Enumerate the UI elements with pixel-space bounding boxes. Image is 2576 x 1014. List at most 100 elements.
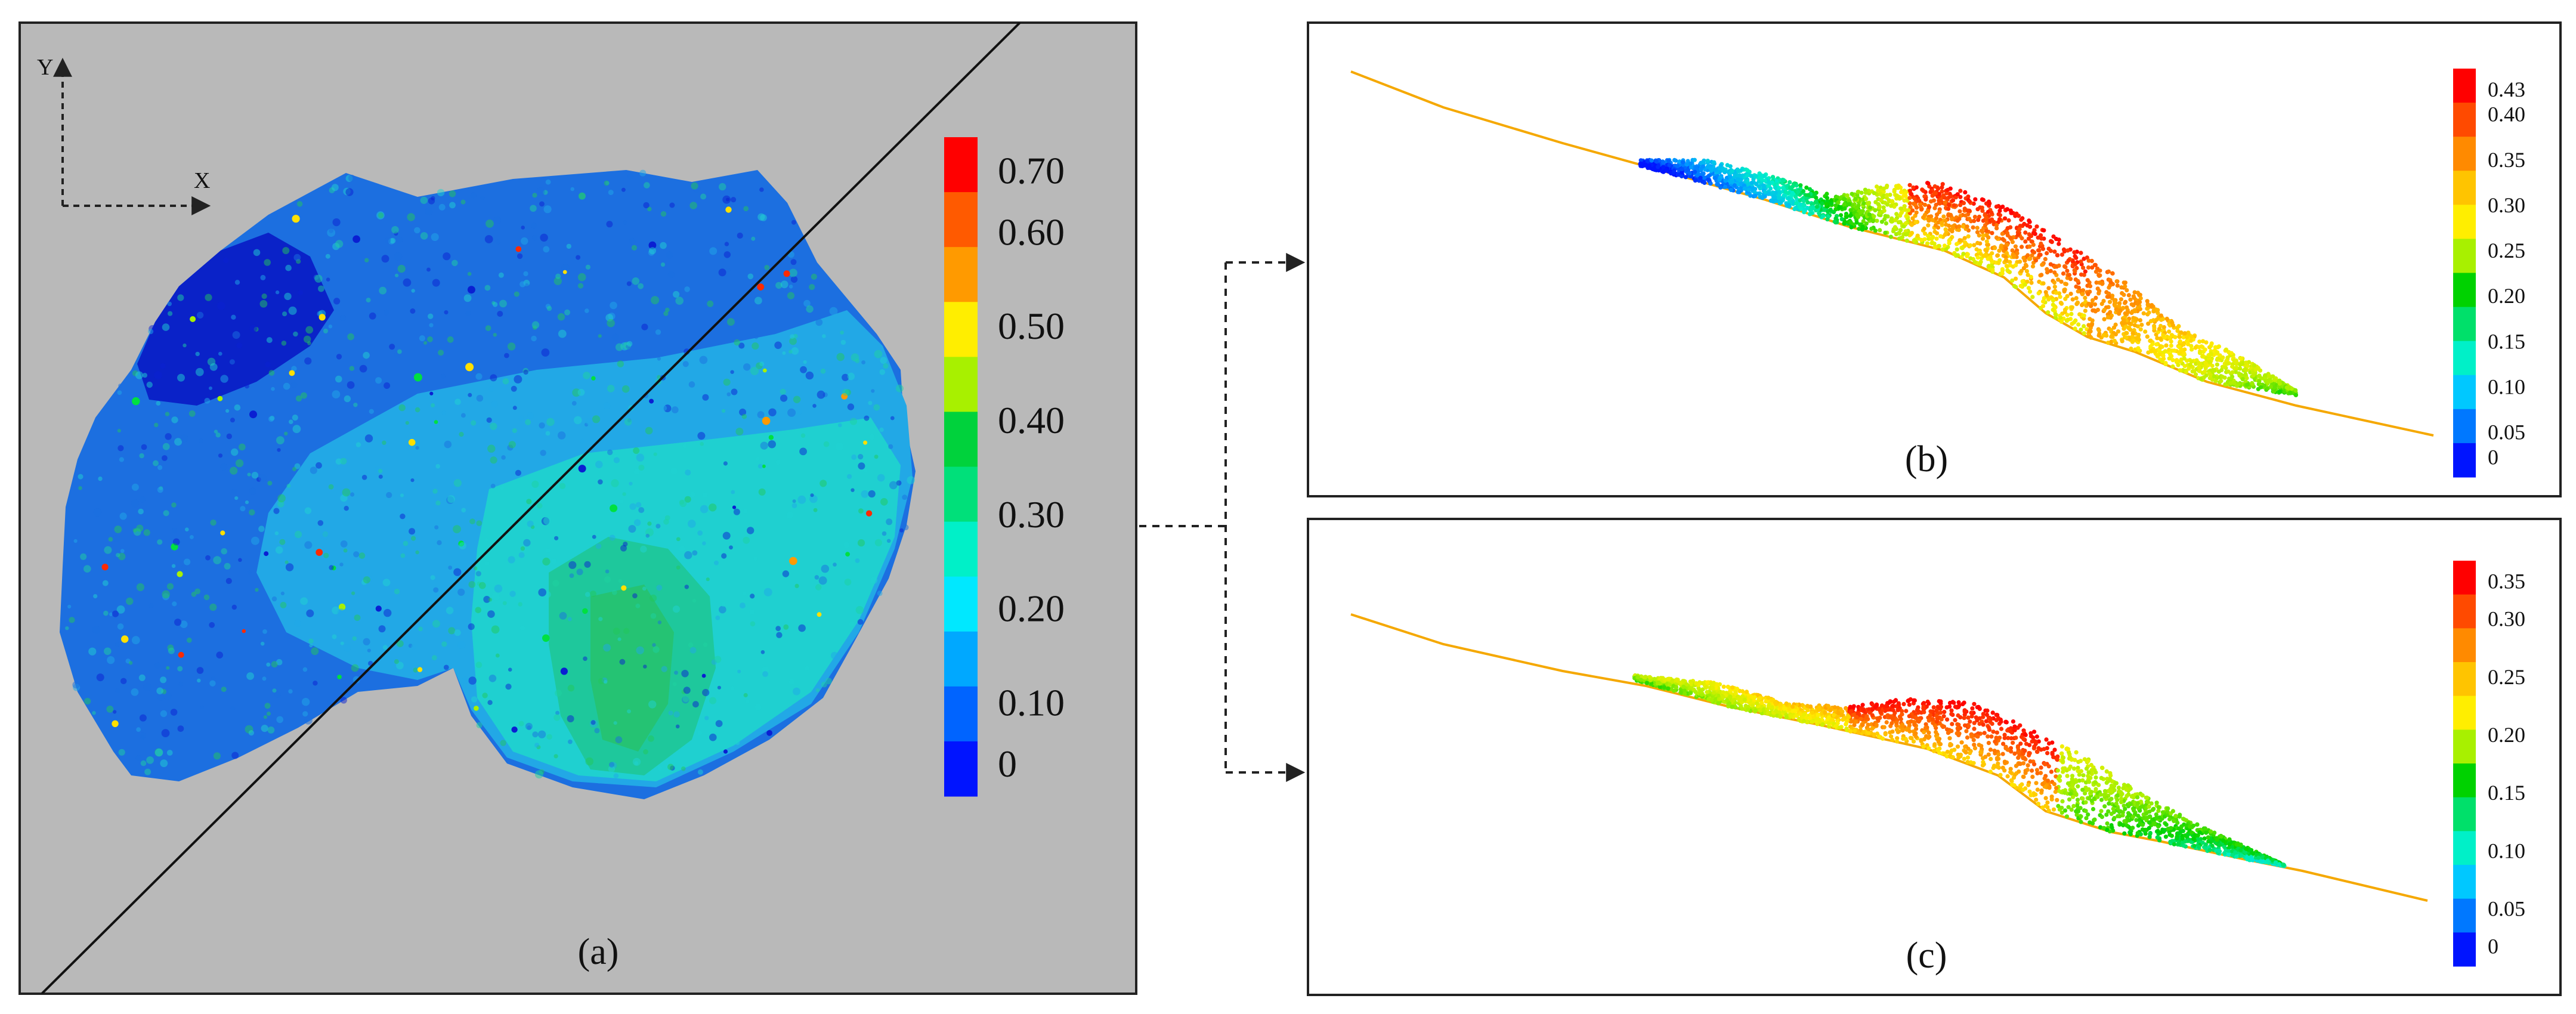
particle xyxy=(868,401,873,406)
particle xyxy=(764,265,770,270)
particle xyxy=(183,343,187,348)
particle xyxy=(471,420,477,426)
particle xyxy=(750,367,759,375)
particle xyxy=(869,434,875,440)
particle xyxy=(2028,274,2033,279)
particle xyxy=(886,539,891,543)
particle xyxy=(457,588,465,596)
particle xyxy=(118,384,122,388)
particle xyxy=(2209,829,2213,834)
particle xyxy=(1873,208,1878,213)
particle xyxy=(734,339,740,346)
particle xyxy=(430,575,435,580)
particle xyxy=(1989,210,1994,215)
particle xyxy=(1986,741,1991,746)
particle xyxy=(721,409,726,413)
particle xyxy=(1899,206,1904,211)
particle xyxy=(697,432,706,440)
particle xyxy=(2190,347,2194,352)
particle xyxy=(2161,353,2166,358)
particle xyxy=(2093,269,2098,274)
particle xyxy=(2088,329,2093,334)
particle xyxy=(157,693,165,701)
particle xyxy=(1745,173,1750,178)
particle xyxy=(1957,224,1962,229)
colorbar-b-tick-label: 0.20 xyxy=(2488,284,2525,308)
particle xyxy=(505,684,512,690)
panel-c-particles xyxy=(1632,673,2287,868)
particle xyxy=(1915,233,1920,238)
particle xyxy=(2014,276,2018,281)
particle xyxy=(2059,810,2064,815)
particle xyxy=(1899,190,1904,194)
particle xyxy=(485,325,491,331)
particle xyxy=(1960,246,1965,251)
particle xyxy=(754,335,759,339)
particle xyxy=(382,440,386,445)
particle xyxy=(2062,289,2067,294)
particle xyxy=(1888,193,1892,197)
particle xyxy=(2014,285,2018,289)
axis-indicator: Y X xyxy=(37,55,211,215)
particle xyxy=(2030,295,2035,299)
particle xyxy=(743,536,750,544)
particle xyxy=(494,585,503,593)
particle xyxy=(553,714,561,721)
particle xyxy=(621,585,627,591)
particle xyxy=(558,329,567,338)
particle xyxy=(519,281,526,287)
particle xyxy=(2036,739,2041,744)
particle xyxy=(829,307,838,316)
particle xyxy=(604,180,610,186)
particle xyxy=(1984,215,1989,220)
panel-b-caption: (b) xyxy=(1905,439,1948,480)
particle xyxy=(2212,830,2217,835)
particle xyxy=(2197,369,2202,373)
particle xyxy=(1985,242,1990,247)
particle xyxy=(877,591,883,596)
particle xyxy=(414,227,420,234)
particle xyxy=(461,508,466,513)
colorbar-b-tick-label: 0.43 xyxy=(2488,78,2525,101)
particle xyxy=(1806,193,1811,198)
particle xyxy=(670,468,678,475)
particle xyxy=(2052,249,2057,254)
particle xyxy=(613,721,617,725)
particle xyxy=(611,333,619,341)
particle xyxy=(1717,177,1722,182)
particle xyxy=(530,205,537,212)
particle xyxy=(788,285,793,289)
particle xyxy=(723,251,731,258)
particle xyxy=(2020,245,2024,249)
particle xyxy=(1980,236,1986,241)
colorbar-b-tick-label: 0.05 xyxy=(2488,420,2525,444)
particle xyxy=(2158,313,2163,318)
particle xyxy=(2056,803,2061,808)
particle xyxy=(117,623,124,630)
particle xyxy=(858,454,864,460)
particle xyxy=(1890,200,1895,205)
particle xyxy=(2058,301,2063,305)
particle xyxy=(1958,203,1963,208)
particle xyxy=(438,203,446,211)
particle xyxy=(2036,291,2041,296)
particle xyxy=(279,539,286,545)
particle xyxy=(2116,329,2121,334)
particle xyxy=(300,392,307,399)
particle xyxy=(754,704,762,711)
particle xyxy=(1808,211,1813,216)
particle xyxy=(2136,332,2141,338)
particle xyxy=(2025,279,2030,284)
particle xyxy=(1883,214,1888,218)
particle xyxy=(2019,217,2024,222)
particle xyxy=(703,642,708,647)
particle xyxy=(1994,730,1999,735)
particle xyxy=(468,581,476,588)
particle xyxy=(195,367,204,376)
particle xyxy=(1694,166,1699,171)
particle xyxy=(379,286,387,295)
particle xyxy=(810,493,814,497)
particle xyxy=(2093,295,2098,300)
particle xyxy=(621,187,626,192)
particle xyxy=(336,354,342,360)
